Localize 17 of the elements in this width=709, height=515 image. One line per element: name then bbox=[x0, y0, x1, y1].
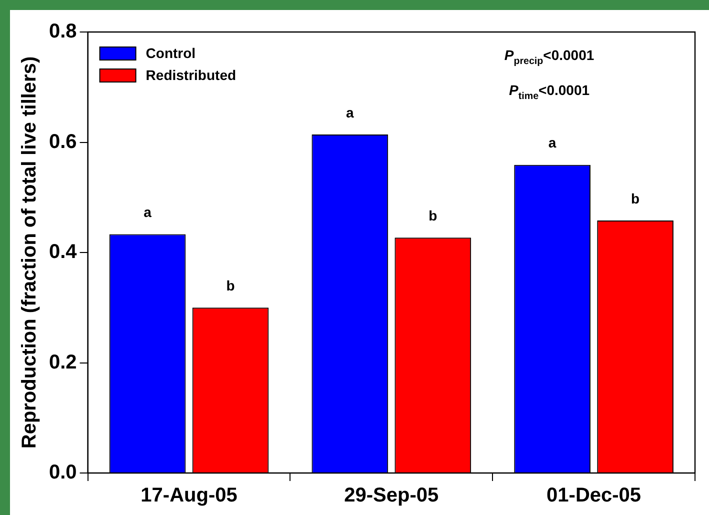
data-label: b bbox=[226, 277, 235, 294]
y-tick-label: 0.0 bbox=[48, 462, 77, 484]
x-tick-label: 01-Dec-05 bbox=[546, 484, 642, 507]
y-axis-title: Reproduction (fraction of total live tillers) bbox=[18, 56, 41, 449]
x-tick-label: 17-Aug-05 bbox=[140, 484, 238, 507]
y-tick-label: 0.2 bbox=[48, 351, 77, 374]
data-label: a bbox=[548, 134, 556, 151]
data-label: b bbox=[428, 207, 438, 224]
y-tick-label: 0.4 bbox=[48, 241, 78, 264]
y-tick-label: 0.8 bbox=[48, 20, 77, 43]
legend-label: Redistributed bbox=[146, 66, 236, 83]
legend-label: Control bbox=[146, 44, 196, 61]
data-label: a bbox=[144, 204, 152, 220]
y-tick-label: 0.6 bbox=[48, 130, 77, 153]
x-tick-label: 29-Sep-05 bbox=[344, 484, 439, 507]
data-label: a bbox=[346, 104, 354, 120]
data-label: b bbox=[631, 190, 640, 206]
